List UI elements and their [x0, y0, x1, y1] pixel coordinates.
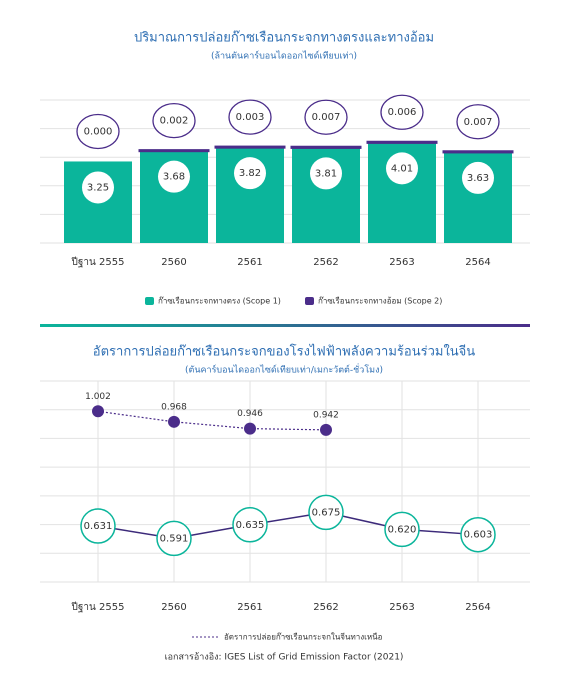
legend-label: อัตราการปล่อยก๊าซเรือนกระจกในจีนทางเหนือ — [224, 632, 383, 642]
value-label: 3.81 — [315, 168, 337, 179]
label-bg — [158, 160, 190, 193]
label-bg — [462, 161, 494, 194]
x-tick-label: 2560 — [161, 602, 186, 613]
x-tick-label: ปีฐาน 2555 — [71, 601, 125, 613]
data-point — [92, 405, 104, 418]
data-point — [80, 508, 116, 544]
value-label: 4.01 — [391, 163, 413, 174]
x-tick-label: 2563 — [389, 602, 414, 613]
value-label: 0.000 — [84, 126, 113, 137]
x-tick-label: 2561 — [237, 257, 262, 268]
x-tick-label: 2562 — [313, 602, 338, 613]
value-label: 0.631 — [84, 521, 113, 532]
x-tick-label: 2563 — [389, 257, 414, 268]
data-point — [156, 520, 192, 557]
chart-title: ปริมาณการปล่อยก๊าซเรือนกระจกทางตรงและทาง… — [134, 30, 434, 46]
data-point — [320, 423, 332, 436]
value-label: 0.002 — [160, 116, 189, 127]
legend-label: ก๊าซเรือนกระจกทางตรง (Scope 1) — [158, 296, 281, 306]
value-label: 0.968 — [161, 402, 187, 412]
value-label: 0.006 — [388, 107, 417, 118]
value-label: 3.25 — [87, 182, 109, 193]
data-point — [384, 511, 420, 548]
label-bg — [386, 152, 418, 185]
value-label: 3.68 — [163, 172, 185, 183]
source-note: เอกสารอ้างอิง: IGES List of Grid Emissio… — [165, 652, 404, 663]
divider — [40, 324, 530, 327]
value-label: 0.620 — [388, 524, 417, 535]
data-point — [244, 422, 256, 435]
data-line — [97, 511, 479, 540]
value-label: 3.82 — [239, 168, 261, 179]
value-label: 0.635 — [236, 520, 265, 531]
x-tick-label: 2564 — [465, 257, 490, 268]
value-label: 3.63 — [467, 173, 489, 184]
x-tick-label: 2562 — [313, 257, 338, 268]
legend-swatch — [305, 297, 314, 305]
x-tick-label: 2561 — [237, 602, 262, 613]
chart-subtitle: (ตันคาร์บอนไดออกไซด์เทียบเท่า/เมกะวัตต์-… — [185, 363, 383, 376]
data-point — [460, 516, 496, 553]
value-label: 0.675 — [312, 507, 341, 518]
legend-swatch — [145, 297, 154, 305]
value-label: 1.002 — [85, 392, 111, 402]
chart-subtitle: (ล้านตันคาร์บอนไดออกไซด์เทียบเท่า) — [211, 50, 357, 62]
label-bg — [82, 171, 114, 204]
label-bg — [310, 157, 342, 190]
label-bg — [380, 94, 424, 130]
value-label: 0.603 — [464, 530, 493, 541]
x-tick-label: 2560 — [161, 257, 186, 268]
data-line — [97, 410, 327, 431]
label-bg — [234, 157, 266, 190]
chart-title: อัตราการปล่อยก๊าซเรือนกระจกของโรงไฟฟ้าพล… — [93, 344, 475, 360]
data-point — [232, 507, 268, 543]
data-point — [308, 494, 344, 531]
label-bg — [304, 99, 348, 135]
value-label: 0.007 — [464, 117, 493, 128]
label-bg — [152, 102, 196, 139]
value-label: 0.591 — [160, 533, 189, 544]
value-label: 0.003 — [236, 112, 265, 123]
x-tick-label: 2564 — [465, 602, 490, 613]
x-tick-label: ปีฐาน 2555 — [71, 256, 125, 268]
value-label: 0.007 — [312, 112, 341, 123]
value-label: 0.942 — [313, 410, 339, 420]
label-bg — [228, 99, 272, 135]
label-bg — [456, 104, 500, 140]
value-label: 0.946 — [237, 409, 263, 419]
label-bg — [76, 113, 120, 150]
legend-label: ก๊าซเรือนกระจกทางอ้อม (Scope 2) — [318, 296, 442, 306]
data-point — [168, 415, 180, 428]
